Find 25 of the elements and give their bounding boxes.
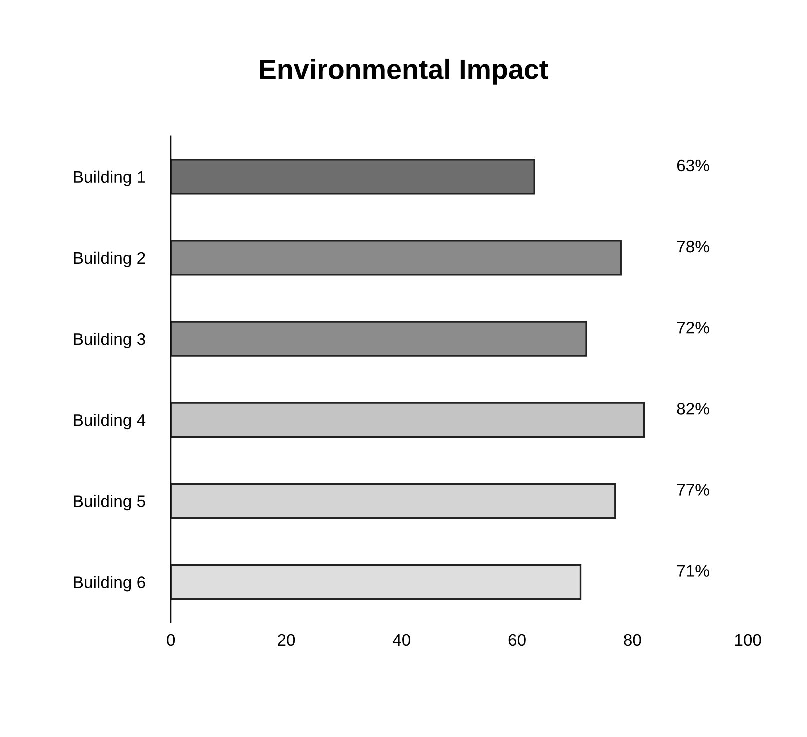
bar xyxy=(171,483,616,520)
data-label: 77% xyxy=(677,484,710,496)
data-label: 63% xyxy=(677,160,710,172)
bar xyxy=(171,564,582,600)
y-tick-label: Building 2 xyxy=(74,252,146,268)
x-tick-label: 0 xyxy=(167,634,176,646)
bar xyxy=(171,321,588,357)
data-label: 78% xyxy=(677,240,710,253)
bar xyxy=(171,240,622,276)
x-tick-label: 80 xyxy=(624,634,642,646)
y-tick-label: Building 6 xyxy=(74,576,146,592)
x-tick-label: 60 xyxy=(508,634,526,646)
chart-title: Environmental Impact xyxy=(260,58,548,85)
x-tick-label: 40 xyxy=(393,634,411,646)
bar xyxy=(171,402,646,438)
y-tick-label: Building 4 xyxy=(74,414,146,430)
data-label: 72% xyxy=(677,322,710,334)
bar xyxy=(171,159,536,195)
y-tick-label: Building 3 xyxy=(74,332,146,349)
y-tick-label: Building 5 xyxy=(74,495,146,511)
y-tick-label: Building 1 xyxy=(74,170,146,186)
x-tick-label: 100 xyxy=(735,634,762,646)
x-tick-label: 20 xyxy=(278,634,296,646)
data-label: 82% xyxy=(677,403,710,415)
data-label: 71% xyxy=(677,565,710,577)
